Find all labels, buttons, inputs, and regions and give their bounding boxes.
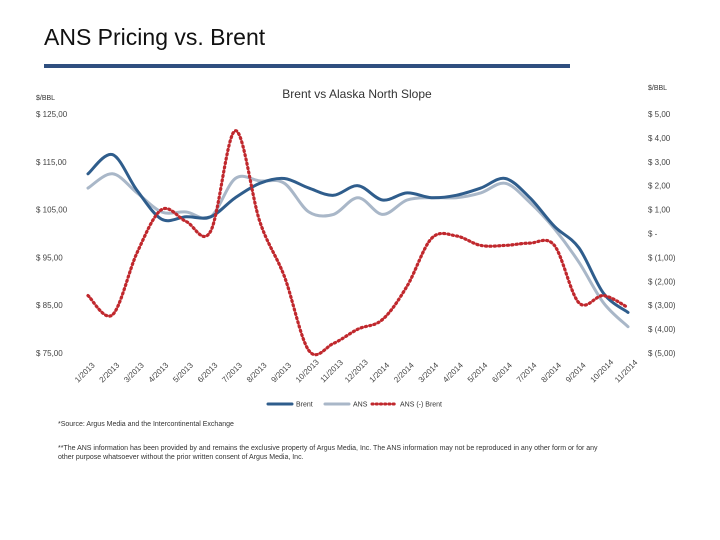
right-tick-label: $ (2,00) bbox=[648, 277, 676, 286]
x-tick-label: 2/2014 bbox=[392, 360, 416, 384]
legend: Brent ANS ANS (-) Brent bbox=[266, 402, 442, 409]
ans-series-line bbox=[86, 172, 630, 329]
x-tick-label: 4/2013 bbox=[147, 360, 171, 384]
right-tick-label: $ 1,00 bbox=[648, 206, 671, 215]
x-tick-label: 3/2014 bbox=[417, 360, 441, 384]
x-tick-label: 10/2014 bbox=[589, 357, 616, 384]
right-tick-label: $ (3,00) bbox=[648, 301, 676, 310]
left-tick-label: $ 75,00 bbox=[36, 349, 63, 358]
left-tick-label: $ 95,00 bbox=[36, 253, 63, 262]
x-tick-label: 9/2014 bbox=[564, 360, 588, 384]
x-tick-label: 1/2014 bbox=[368, 360, 392, 384]
x-tick-label: 4/2014 bbox=[441, 360, 465, 384]
chart-title: Brent vs Alaska North Slope bbox=[282, 87, 432, 101]
right-tick-label: $ (5,00) bbox=[648, 349, 676, 358]
legend-ans-label: ANS bbox=[353, 402, 368, 409]
left-unit-label: $/BBL bbox=[36, 95, 55, 102]
x-tick-label: 5/2014 bbox=[466, 360, 490, 384]
series-lines bbox=[86, 129, 630, 357]
source-footnote: *Source: Argus Media and the Intercontin… bbox=[58, 421, 234, 428]
right-tick-label: $ 2,00 bbox=[648, 182, 671, 191]
title-rule bbox=[44, 64, 570, 68]
x-tick-label: 1/2013 bbox=[73, 360, 97, 384]
left-tick-label: $ 85,00 bbox=[36, 301, 63, 310]
left-tick-label: $ 115,00 bbox=[36, 158, 67, 167]
slide-title: ANS Pricing vs. Brent bbox=[44, 24, 266, 50]
x-tick-label: 11/2014 bbox=[613, 358, 640, 385]
right-tick-label: $ 3,00 bbox=[648, 158, 671, 167]
right-tick-label: $ - bbox=[648, 230, 658, 239]
x-tick-label: 8/2014 bbox=[539, 360, 563, 384]
x-tick-label: 5/2013 bbox=[171, 360, 195, 384]
x-tick-label: 7/2013 bbox=[220, 360, 244, 384]
x-tick-label: 7/2014 bbox=[515, 360, 539, 384]
right-tick-label: $ (4,00) bbox=[648, 325, 676, 334]
disclaimer-footnote: **The ANS information has been provided … bbox=[58, 445, 598, 461]
x-tick-label: 6/2013 bbox=[196, 360, 220, 384]
ans-minus-brent-series-line bbox=[86, 129, 630, 357]
right-unit-label: $/BBL bbox=[648, 85, 667, 92]
x-tick-label: 6/2014 bbox=[490, 360, 514, 384]
right-tick-label: $ (1,00) bbox=[648, 253, 676, 262]
x-tick-label: 10/2013 bbox=[294, 357, 321, 384]
legend-brent-label: Brent bbox=[296, 402, 313, 409]
legend-ans-minus-brent-label: ANS (-) Brent bbox=[400, 402, 442, 409]
x-tick-label: 3/2013 bbox=[122, 360, 146, 384]
left-tick-label: $ 125,00 bbox=[36, 110, 68, 119]
x-axis-ticks: 1/2013 2/2013 3/2013 4/2013 5/2013 6/2013 7/20… bbox=[73, 357, 640, 384]
x-tick-label: 12/2013 bbox=[343, 357, 370, 384]
left-tick-label: $ 105,00 bbox=[36, 206, 68, 215]
x-tick-label: 9/2013 bbox=[269, 360, 293, 384]
right-tick-label: $ 4,00 bbox=[648, 134, 671, 143]
right-tick-label: $ 5,00 bbox=[648, 110, 671, 119]
x-tick-label: 8/2013 bbox=[245, 360, 269, 384]
x-tick-label: 2/2013 bbox=[98, 360, 122, 384]
x-tick-label: 11/2013 bbox=[319, 358, 346, 385]
right-axis-ticks: $ 5,00 $ 4,00 $ 3,00 $ 2,00 $ 1,00 $ - $ (1,00… bbox=[648, 110, 676, 358]
brent-series-line bbox=[86, 152, 630, 314]
left-axis-ticks: $ 125,00 $ 115,00 $ 105,00 $ 95,00 $ 85,00 $ … bbox=[36, 110, 68, 358]
